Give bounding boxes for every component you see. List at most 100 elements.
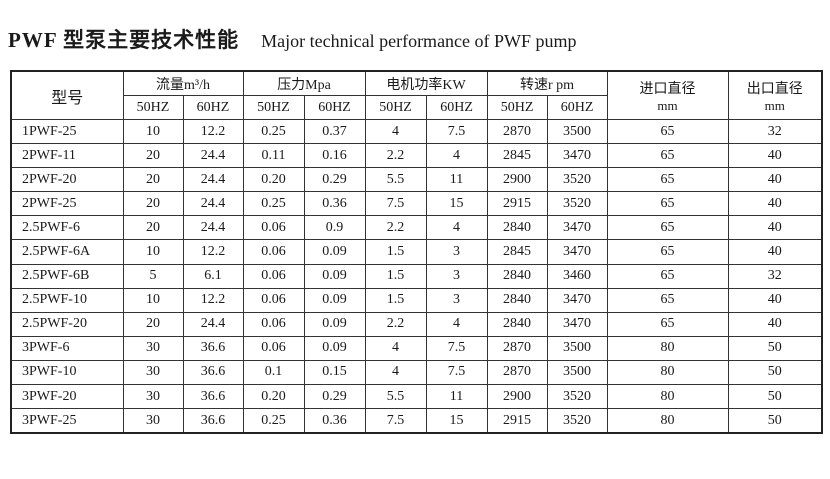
cell-speed-60hz: 3500 [546, 335, 608, 361]
cell-pressure-50hz: 0.06 [242, 263, 305, 289]
cell-power-50hz: 7.5 [364, 191, 427, 217]
header-inlet-unit: mm [657, 97, 678, 113]
cell-inlet-mm: 65 [606, 118, 729, 145]
cell-flow-50hz: 20 [122, 167, 184, 193]
cell-pressure-60hz: 0.09 [303, 311, 366, 337]
cell-power-60hz: 11 [425, 384, 488, 410]
cell-flow-60hz: 36.6 [182, 359, 244, 386]
cell-speed-50hz: 2915 [486, 408, 548, 434]
cell-speed-60hz: 3470 [546, 239, 608, 265]
cell-speed-50hz: 2900 [486, 167, 548, 193]
cell-inlet-mm: 65 [606, 287, 729, 313]
header-power-60hz: 60HZ [425, 95, 488, 120]
cell-speed-60hz: 3470 [546, 215, 608, 241]
cell-flow-60hz: 12.2 [182, 287, 244, 313]
header-pressure: 压力Mpa [242, 70, 366, 96]
cell-speed-50hz: 2900 [486, 384, 548, 410]
cell-power-50hz: 2.2 [364, 311, 427, 337]
cell-pressure-60hz: 0.36 [303, 191, 366, 217]
cell-flow-60hz: 36.6 [182, 335, 244, 361]
header-power: 电机功率KW [364, 70, 488, 96]
title-chinese: PWF 型泵主要技术性能 [8, 28, 240, 52]
cell-speed-50hz: 2845 [486, 143, 548, 169]
cell-power-50hz: 5.5 [364, 384, 427, 410]
cell-inlet-mm: 65 [606, 239, 729, 265]
cell-power-50hz: 4 [364, 335, 427, 361]
cell-model: 2.5PWF-20 [10, 311, 124, 337]
cell-pressure-60hz: 0.37 [303, 118, 366, 145]
cell-model: 3PWF-10 [10, 359, 124, 386]
table-row: 2.5PWF-6B 5 6.1 0.06 0.09 1.5 3 2840 3460 65 32 [10, 263, 823, 289]
cell-outlet-mm: 40 [727, 167, 823, 193]
cell-speed-60hz: 3520 [546, 384, 608, 410]
header-model: 型号 [10, 70, 124, 120]
cell-inlet-mm: 65 [606, 215, 729, 241]
cell-speed-60hz: 3470 [546, 287, 608, 313]
cell-flow-60hz: 36.6 [182, 384, 244, 410]
header-speed-60hz: 60HZ [546, 95, 608, 120]
cell-outlet-mm: 32 [727, 118, 823, 145]
table-row: 2.5PWF-6 20 24.4 0.06 0.9 2.2 4 2840 3470 65 40 [10, 215, 823, 241]
cell-pressure-50hz: 0.06 [242, 311, 305, 337]
cell-pressure-50hz: 0.06 [242, 287, 305, 313]
header-inlet: 进口直径 mm [606, 70, 729, 120]
cell-model: 2.5PWF-6 [10, 215, 124, 241]
cell-pressure-60hz: 0.36 [303, 408, 366, 434]
cell-flow-60hz: 24.4 [182, 311, 244, 337]
cell-power-50hz: 4 [364, 359, 427, 386]
cell-power-60hz: 3 [425, 287, 488, 313]
cell-power-50hz: 7.5 [364, 408, 427, 434]
cell-speed-50hz: 2840 [486, 287, 548, 313]
cell-power-50hz: 2.2 [364, 215, 427, 241]
cell-flow-50hz: 20 [122, 191, 184, 217]
cell-pressure-60hz: 0.15 [303, 359, 366, 386]
cell-pressure-60hz: 0.09 [303, 287, 366, 313]
header-flow: 流量m³/h [122, 70, 244, 96]
cell-model: 3PWF-25 [10, 408, 124, 434]
cell-power-60hz: 4 [425, 143, 488, 169]
cell-pressure-50hz: 0.25 [242, 191, 305, 217]
cell-power-60hz: 4 [425, 215, 488, 241]
cell-flow-60hz: 24.4 [182, 215, 244, 241]
cell-flow-60hz: 12.2 [182, 118, 244, 145]
header-flow-50hz: 50HZ [122, 95, 184, 120]
cell-pressure-50hz: 0.06 [242, 335, 305, 361]
cell-speed-50hz: 2840 [486, 311, 548, 337]
cell-pressure-50hz: 0.06 [242, 239, 305, 265]
cell-flow-50hz: 30 [122, 408, 184, 434]
cell-pressure-60hz: 0.29 [303, 167, 366, 193]
cell-speed-60hz: 3470 [546, 143, 608, 169]
cell-flow-50hz: 20 [122, 215, 184, 241]
table-row: 2PWF-11 20 24.4 0.11 0.16 2.2 4 2845 3470 65 40 [10, 143, 823, 169]
cell-inlet-mm: 65 [606, 167, 729, 193]
cell-speed-50hz: 2845 [486, 239, 548, 265]
table-row: 3PWF-20 30 36.6 0.20 0.29 5.5 11 2900 3520 80 50 [10, 384, 823, 410]
cell-inlet-mm: 80 [606, 408, 729, 434]
header-speed: 转速r pm [486, 70, 608, 96]
cell-power-50hz: 4 [364, 118, 427, 145]
title-english: Major technical performance of PWF pump [261, 31, 577, 51]
cell-power-50hz: 1.5 [364, 287, 427, 313]
cell-inlet-mm: 80 [606, 335, 729, 361]
header-power-50hz: 50HZ [364, 95, 427, 120]
cell-pressure-50hz: 0.06 [242, 215, 305, 241]
cell-speed-60hz: 3460 [546, 263, 608, 289]
cell-flow-50hz: 20 [122, 311, 184, 337]
header-pressure-60hz: 60HZ [303, 95, 366, 120]
cell-flow-50hz: 20 [122, 143, 184, 169]
cell-flow-50hz: 10 [122, 287, 184, 313]
cell-flow-60hz: 6.1 [182, 263, 244, 289]
cell-pressure-60hz: 0.09 [303, 263, 366, 289]
table-row: 2PWF-25 20 24.4 0.25 0.36 7.5 15 2915 3520 65 40 [10, 191, 823, 217]
cell-power-60hz: 15 [425, 408, 488, 434]
cell-model: 3PWF-6 [10, 335, 124, 361]
cell-model: 2.5PWF-6A [10, 239, 124, 265]
cell-pressure-60hz: 0.29 [303, 384, 366, 410]
cell-flow-60hz: 24.4 [182, 143, 244, 169]
cell-speed-60hz: 3520 [546, 408, 608, 434]
cell-pressure-50hz: 0.1 [242, 359, 305, 386]
cell-model: 3PWF-20 [10, 384, 124, 410]
cell-power-60hz: 15 [425, 191, 488, 217]
cell-flow-50hz: 10 [122, 239, 184, 265]
table-row: 2PWF-20 20 24.4 0.20 0.29 5.5 11 2900 3520 65 40 [10, 167, 823, 193]
